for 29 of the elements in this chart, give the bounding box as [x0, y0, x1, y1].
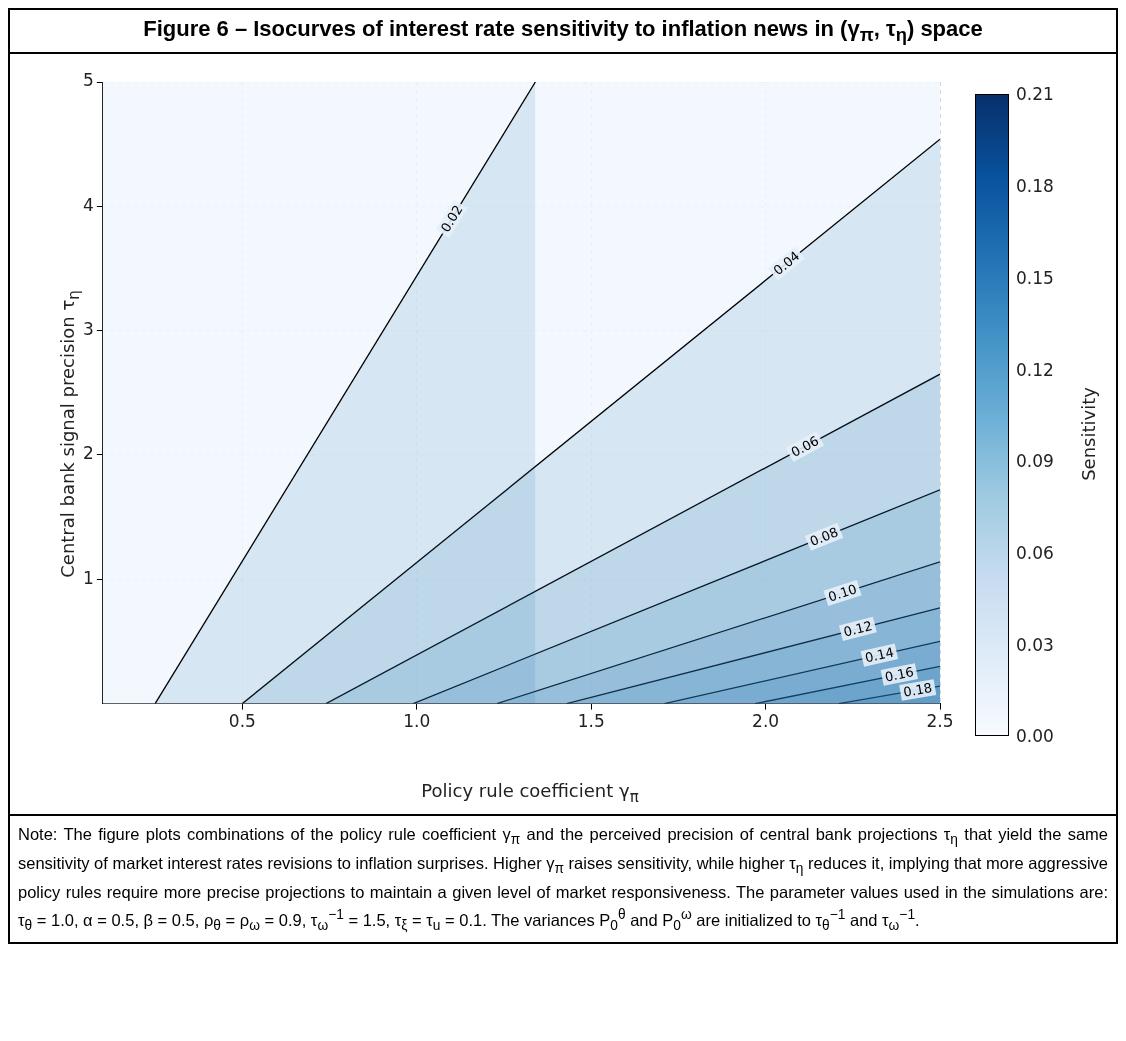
y-tick-label: 4	[82, 195, 94, 216]
color-bar-label: 0.00	[1016, 726, 1054, 747]
x-tick-label: 1.0	[403, 711, 431, 732]
color-bar-label: 0.06	[1016, 542, 1054, 563]
y-tick-label: 1	[82, 568, 94, 589]
x-axis-title: Policy rule coefficient γ$_{π}$	[421, 780, 639, 806]
color-bar-label: 0.03	[1016, 634, 1054, 655]
text: 0.16	[883, 664, 915, 685]
text: 0.10	[826, 581, 859, 605]
x-tick-label: 1.5	[577, 711, 605, 732]
color-bar-label: 0.18	[1016, 176, 1054, 197]
text: Note: The figure plots combinations of the policy rule coefficient γ$_{π}$ and the perceived precision of central bank projections τ$_{η}$ that yield the same sensitivity of market interest rates revisions to inflation surprises. Higher γ$_{π}$ raises sensitivity, while higher τ$_{η}$ reduces it, implying that more aggressive policy rules require more precise projections to maintain a given level of market responsiveness. The parameter values used in the simulations are: τ$_{θ}$ = 1.0, α = 0.5, β = 0.5, ρ$_{θ}$ = ρ$_{ω}$ = 0.9, τ$_{ω}$$^{−1}$ = 1.5, τ$_{ξ}$ = τ$_{u}$ = 0.1. The variances P$_{0}$$^{θ}$ and P$_{0}$$^{ω}$ are initialized to τ$_{θ}$$^{−1}$ and τ$_{ω}$$^{−1}$.	[18, 825, 1108, 933]
x-tick-label: 2.5	[926, 711, 954, 732]
color-bar-title: Sensitivity	[1077, 387, 1099, 482]
color-bar-label: 0.15	[1016, 267, 1054, 288]
text: 0.14	[863, 644, 896, 666]
color-bar-label: 0.21	[1016, 84, 1054, 105]
text: 0.12	[841, 618, 874, 641]
y-tick-label: 5	[82, 70, 94, 91]
text: 0.18	[902, 680, 934, 701]
color-bar-label: 0.12	[1016, 359, 1054, 380]
x-tick-label: 2.0	[752, 711, 780, 732]
y-tick-label: 2	[82, 443, 94, 464]
color-bar-label: 0.09	[1016, 451, 1054, 472]
y-tick-label: 3	[82, 319, 94, 340]
x-tick-label: 0.5	[228, 711, 256, 732]
text: 0.08	[807, 524, 841, 550]
text: 0.06	[788, 433, 822, 461]
chart-title: Figure 6 – Isocurves of interest rate sensitivity to inflation news in (γ$_{π}$, τ$_{η}$) space	[10, 10, 1116, 55]
